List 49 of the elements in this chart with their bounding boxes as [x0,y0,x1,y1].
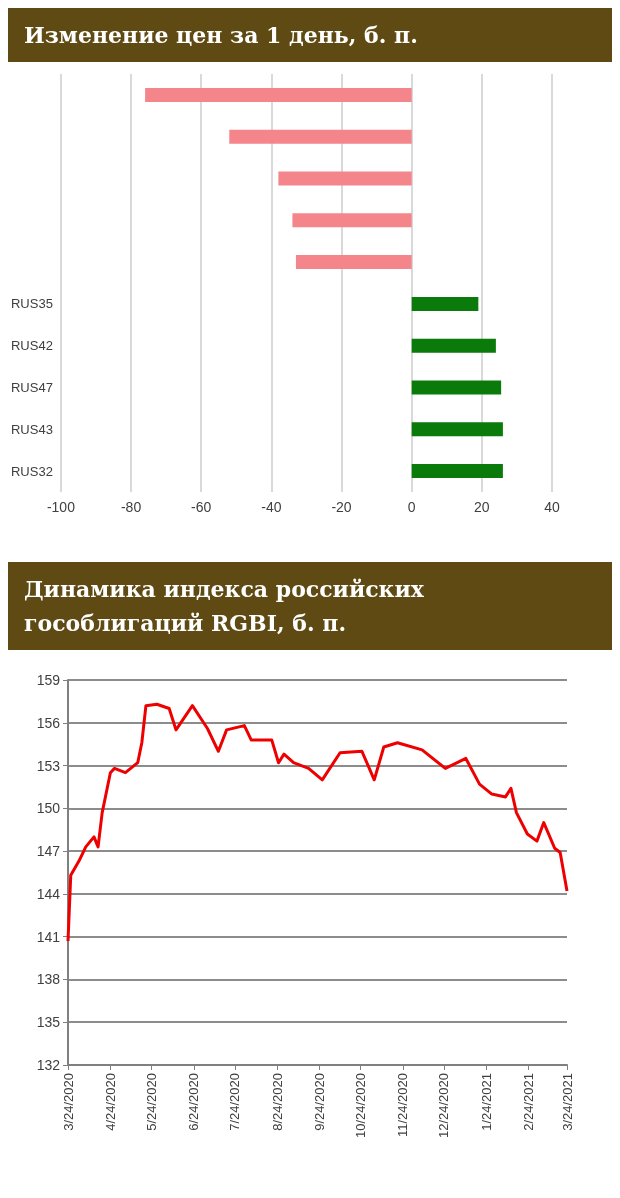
x-tick-label: 40 [544,499,560,515]
x-tick-label: 3/24/2021 [559,1073,575,1131]
x-tick-label: 6/24/2020 [186,1073,202,1131]
bar [295,255,412,270]
y-tick-label: RUS42 [10,338,53,354]
y-tick-label: 135 [36,1014,61,1031]
bar [411,422,503,437]
x-tick-label: 9/24/2020 [312,1073,328,1131]
y-tick-label: RUS35 [10,296,53,312]
y-tick-label: 156 [36,714,61,731]
x-tick-label: 12/24/2020 [436,1073,452,1139]
x-tick-label: -60 [191,499,212,515]
y-tick-label: 132 [36,1057,61,1073]
y-tick-label: 159 [36,672,61,688]
x-tick-label: 3/24/2020 [60,1073,76,1131]
x-tick-label: 0 [407,499,416,515]
y-tick-label: 141 [36,928,61,945]
x-tick-label: 4/24/2020 [102,1073,118,1131]
y-tick-label: RUS47 [10,380,53,395]
chart-title: Изменение цен за 1 день, б. п. [8,8,612,62]
bar [411,296,479,311]
x-tick-label: 5/24/2020 [143,1073,159,1131]
line-series [66,702,569,943]
y-tick-label: 150 [36,800,61,817]
x-tick-label: -20 [331,499,352,515]
x-tick-label: 10/24/2020 [353,1073,369,1139]
x-tick-label: 8/24/2020 [269,1073,285,1131]
bar [278,171,412,186]
y-tick-label: RUS43 [10,421,53,437]
chart-title: Динамика индекса российских гособлигаций RGBI, б. п. [8,562,612,650]
y-tick-label: 144 [36,885,61,902]
x-tick-label: 11/24/2020 [395,1073,411,1138]
x-tick-label: -100 [46,499,76,515]
x-tick-label: 20 [474,499,490,515]
x-tick-label: 7/24/2020 [227,1073,243,1131]
y-tick-label: RUS32 [10,463,53,479]
y-tick-label: 153 [36,757,61,774]
y-tick-label: 138 [36,971,61,988]
x-tick-label: 2/24/2021 [521,1073,537,1131]
bar [411,380,502,395]
x-tick-label: 1/24/2021 [478,1073,494,1131]
bar [292,213,412,228]
x-tick-label: -40 [261,499,282,515]
bar [229,129,412,144]
bar [411,338,496,353]
y-tick-label: 147 [36,843,61,860]
x-tick-label: -80 [120,499,142,515]
bar [145,87,412,102]
bar [411,464,503,479]
